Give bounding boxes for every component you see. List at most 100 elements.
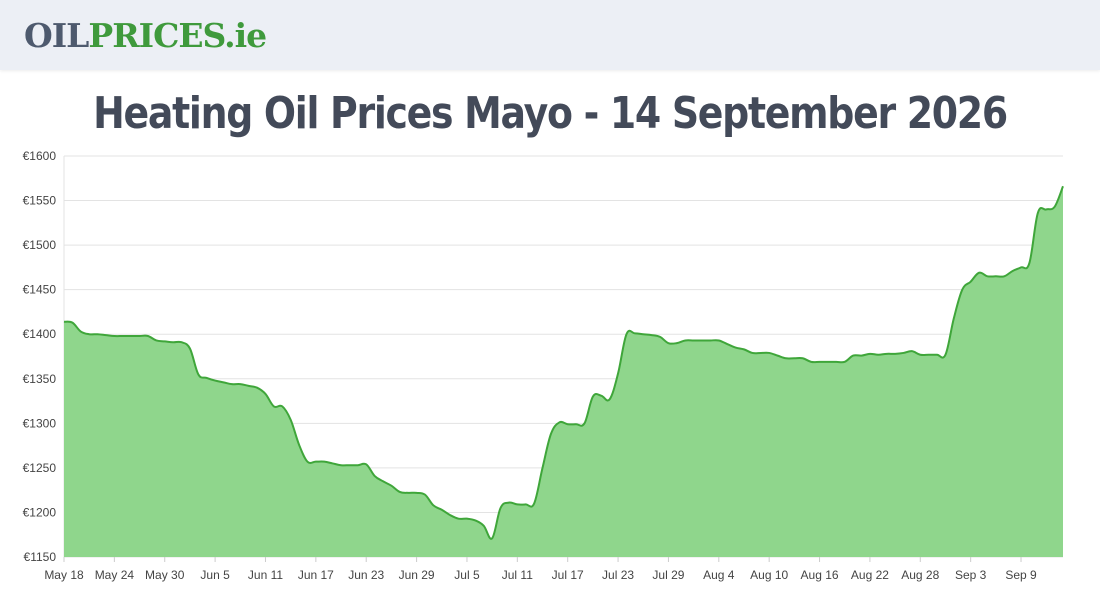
data-point[interactable] [1060, 183, 1066, 189]
data-point[interactable] [665, 340, 671, 346]
data-point[interactable] [733, 345, 739, 351]
data-point[interactable] [212, 378, 218, 384]
data-point[interactable] [229, 381, 235, 387]
data-point[interactable] [825, 359, 831, 365]
data-point[interactable] [397, 489, 403, 495]
data-point[interactable] [892, 351, 898, 357]
data-point[interactable] [716, 337, 722, 343]
data-point[interactable] [1001, 273, 1007, 279]
data-point[interactable] [103, 332, 109, 338]
data-point[interactable] [959, 287, 965, 293]
data-point[interactable] [934, 352, 940, 358]
data-point[interactable] [330, 460, 336, 466]
data-point[interactable] [640, 331, 646, 337]
data-point[interactable] [926, 352, 932, 358]
data-point[interactable] [682, 337, 688, 343]
data-point[interactable] [61, 319, 67, 325]
data-point[interactable] [372, 473, 378, 479]
data-point[interactable] [615, 370, 621, 376]
data-point[interactable] [145, 333, 151, 339]
data-point[interactable] [321, 459, 327, 465]
data-point[interactable] [565, 421, 571, 427]
data-point[interactable] [111, 333, 117, 339]
data-point[interactable] [187, 345, 193, 351]
data-point[interactable] [808, 359, 814, 365]
data-point[interactable] [749, 350, 755, 356]
data-point[interactable] [657, 334, 663, 340]
data-point[interactable] [976, 270, 982, 276]
data-point[interactable] [498, 505, 504, 511]
data-point[interactable] [590, 394, 596, 400]
data-point[interactable] [439, 507, 445, 513]
data-point[interactable] [724, 341, 730, 347]
data-point[interactable] [170, 339, 176, 345]
data-point[interactable] [456, 516, 462, 522]
data-point[interactable] [623, 331, 629, 337]
data-point[interactable] [128, 333, 134, 339]
data-point[interactable] [850, 353, 856, 359]
data-point[interactable] [464, 516, 470, 522]
data-point[interactable] [246, 383, 252, 389]
data-point[interactable] [867, 351, 873, 357]
data-point[interactable] [775, 353, 781, 359]
data-point[interactable] [422, 492, 428, 498]
data-point[interactable] [632, 330, 638, 336]
data-point[interactable] [179, 339, 185, 345]
data-point[interactable] [791, 355, 797, 361]
data-point[interactable] [951, 315, 957, 321]
data-point[interactable] [195, 371, 201, 377]
data-point[interactable] [1035, 210, 1041, 216]
data-point[interactable] [707, 337, 713, 343]
data-point[interactable] [674, 340, 680, 346]
data-point[interactable] [573, 421, 579, 427]
data-point[interactable] [355, 462, 361, 468]
data-point[interactable] [481, 523, 487, 529]
data-point[interactable] [414, 490, 420, 496]
data-point[interactable] [556, 419, 562, 425]
data-point[interactable] [363, 461, 369, 467]
data-point[interactable] [78, 329, 84, 335]
data-point[interactable] [380, 478, 386, 484]
data-point[interactable] [262, 391, 268, 397]
data-point[interactable] [548, 431, 554, 437]
data-point[interactable] [1043, 206, 1049, 212]
data-point[interactable] [271, 403, 277, 409]
data-point[interactable] [1052, 204, 1058, 210]
data-point[interactable] [917, 352, 923, 358]
data-point[interactable] [833, 359, 839, 365]
data-point[interactable] [120, 333, 126, 339]
data-point[interactable] [581, 420, 587, 426]
data-point[interactable] [741, 346, 747, 352]
data-point[interactable] [984, 273, 990, 279]
data-point[interactable] [472, 517, 478, 523]
data-point[interactable] [842, 359, 848, 365]
data-point[interactable] [506, 500, 512, 506]
data-point[interactable] [254, 385, 260, 391]
data-point[interactable] [1010, 268, 1016, 274]
data-point[interactable] [204, 375, 210, 381]
site-logo[interactable]: OILPRICES.ie [24, 18, 267, 54]
data-point[interactable] [237, 381, 243, 387]
data-point[interactable] [1026, 260, 1032, 266]
data-point[interactable] [909, 348, 915, 354]
data-point[interactable] [649, 332, 655, 338]
data-point[interactable] [691, 337, 697, 343]
data-point[interactable] [405, 490, 411, 496]
data-point[interactable] [279, 403, 285, 409]
data-point[interactable] [304, 459, 310, 465]
data-point[interactable] [817, 359, 823, 365]
data-point[interactable] [859, 353, 865, 359]
data-point[interactable] [514, 501, 520, 507]
data-point[interactable] [69, 320, 75, 326]
data-point[interactable] [766, 350, 772, 356]
data-point[interactable] [338, 462, 344, 468]
data-point[interactable] [137, 333, 143, 339]
data-point[interactable] [489, 535, 495, 541]
data-point[interactable] [153, 337, 159, 343]
data-point[interactable] [86, 331, 92, 337]
data-point[interactable] [388, 483, 394, 489]
data-point[interactable] [531, 501, 537, 507]
data-point[interactable] [800, 355, 806, 361]
data-point[interactable] [221, 379, 227, 385]
data-point[interactable] [901, 350, 907, 356]
